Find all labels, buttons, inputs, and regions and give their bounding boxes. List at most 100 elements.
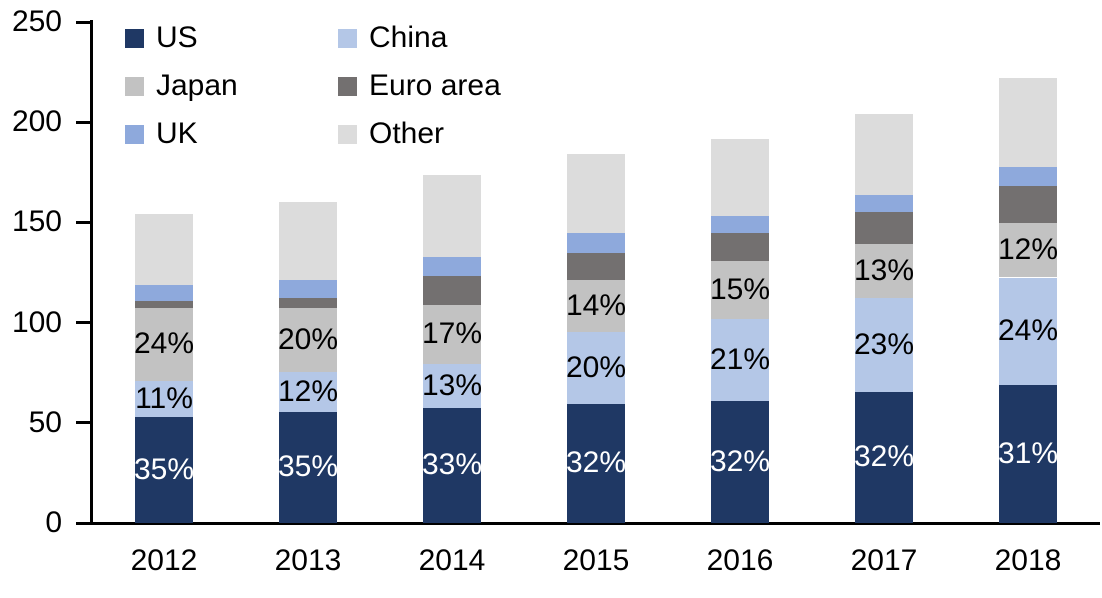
segment-value-label: 35%	[277, 450, 339, 484]
legend-item-china: China	[338, 23, 447, 53]
bar-segment-us-2016: 32%	[709, 400, 771, 523]
bar-segment-japan-2015: 14%	[565, 279, 627, 332]
x-tick-label-2017: 2017	[850, 544, 918, 577]
bar-segment-euro-area-2014	[423, 275, 481, 305]
segment-value-label: 14%	[565, 288, 627, 322]
segment-value-label: 32%	[709, 444, 771, 478]
y-tick-mark	[76, 421, 90, 425]
bar-segment-euro-area-2018	[999, 186, 1057, 224]
x-tick-label-2018: 2018	[994, 544, 1062, 577]
legend-swatch-japan-icon	[125, 76, 144, 96]
y-tick-mark	[76, 120, 90, 124]
y-tick-label: 250	[11, 5, 62, 38]
segment-value-label: 35%	[133, 452, 195, 486]
bar-segment-japan-2017: 13%	[853, 244, 915, 298]
bar-segment-other-2014	[423, 175, 481, 258]
segment-value-label: 32%	[565, 446, 627, 480]
bar-segment-euro-area-2015	[567, 253, 625, 280]
segment-value-label: 13%	[421, 368, 483, 402]
bar-segment-euro-area-2012	[135, 300, 193, 308]
segment-value-label: 15%	[709, 273, 771, 307]
legend-item-uk: UK	[125, 119, 198, 149]
segment-value-label: 11%	[135, 381, 193, 415]
bar-segment-us-2015: 32%	[565, 403, 627, 523]
x-tick-label-2014: 2014	[418, 544, 486, 577]
bar-segment-china-2012: 11%	[135, 380, 193, 417]
bar-segment-uk-2015	[567, 233, 625, 254]
segment-value-label: 21%	[709, 342, 771, 376]
legend-label: Other	[369, 117, 445, 150]
legend-swatch-other-icon	[338, 124, 357, 144]
bar-segment-uk-2012	[135, 284, 193, 301]
bar-segment-uk-2016	[711, 216, 769, 234]
legend-swatch-us-icon	[125, 28, 144, 48]
legend-item-other: Other	[338, 119, 444, 149]
y-tick-label: 50	[28, 405, 62, 439]
bar-segment-us-2014: 33%	[421, 407, 483, 523]
bar-segment-japan-2014: 17%	[421, 304, 483, 364]
x-tick-label-2013: 2013	[274, 544, 342, 577]
y-tick-label: 0	[45, 506, 62, 539]
legend-item-japan: Japan	[125, 71, 238, 101]
y-tick-label: 200	[11, 105, 62, 139]
bar-segment-other-2012	[135, 214, 193, 285]
bar-segment-us-2012: 35%	[133, 416, 195, 523]
segment-value-label: 12%	[997, 233, 1059, 267]
legend-label: China	[369, 21, 448, 54]
x-tick-label-2012: 2012	[130, 544, 198, 577]
bar-segment-us-2018: 31%	[997, 384, 1059, 523]
y-tick-mark	[76, 20, 90, 24]
bar-segment-china-2017: 23%	[853, 297, 915, 392]
y-tick-label: 150	[11, 205, 62, 239]
legend-label: Euro area	[369, 69, 501, 102]
legend-label: Japan	[156, 69, 238, 102]
segment-value-label: 24%	[133, 327, 195, 361]
bar-segment-euro-area-2016	[711, 233, 769, 262]
legend-swatch-euro-area-icon	[338, 76, 357, 96]
bar-segment-other-2017	[855, 114, 913, 196]
bar-segment-other-2013	[279, 202, 337, 280]
bar-segment-china-2015: 20%	[565, 331, 627, 404]
segment-value-label: 33%	[421, 448, 483, 482]
segment-value-label: 17%	[421, 317, 483, 351]
legend-item-euro-area: Euro area	[338, 71, 501, 101]
legend-swatch-china-icon	[338, 28, 357, 48]
bar-segment-china-2013: 12%	[277, 371, 339, 412]
bar-segment-japan-2018: 12%	[997, 223, 1059, 278]
bar-segment-other-2018	[999, 78, 1057, 168]
bar-segment-japan-2016: 15%	[709, 261, 771, 319]
segment-value-label: 13%	[853, 253, 915, 287]
segment-value-label: 20%	[565, 350, 627, 384]
x-axis-line	[76, 522, 1100, 525]
bar-segment-china-2014: 13%	[421, 363, 483, 408]
bar-segment-china-2018: 24%	[997, 277, 1059, 385]
bar-segment-japan-2013: 20%	[278, 307, 338, 372]
bar-segment-uk-2013	[279, 279, 337, 298]
legend-item-us: US	[125, 23, 198, 53]
bar-segment-us-2017: 32%	[853, 391, 915, 523]
legend-label: UK	[156, 117, 198, 150]
bar-segment-other-2015	[567, 154, 625, 234]
segment-value-label: 12%	[277, 374, 339, 408]
legend-label: US	[156, 21, 198, 54]
segment-value-label: 24%	[997, 314, 1059, 348]
bar-segment-uk-2018	[999, 167, 1057, 187]
bar-segment-other-2016	[711, 139, 769, 217]
bar-segment-uk-2017	[855, 195, 913, 213]
y-tick-mark	[76, 220, 90, 224]
segment-value-label: 31%	[997, 436, 1059, 470]
bar-segment-us-2013: 35%	[277, 411, 339, 523]
bar-segment-euro-area-2017	[855, 212, 913, 245]
segment-value-label: 23%	[853, 327, 915, 361]
bar-segment-japan-2012: 24%	[133, 307, 195, 381]
x-tick-label-2016: 2016	[706, 544, 774, 577]
bar-segment-uk-2014	[423, 257, 481, 276]
y-tick-mark	[76, 321, 90, 325]
segment-value-label: 32%	[853, 440, 915, 474]
x-tick-label-2015: 2015	[562, 544, 630, 577]
legend-swatch-uk-icon	[125, 124, 144, 144]
bar-segment-china-2016: 21%	[709, 318, 771, 401]
y-tick-label: 100	[11, 305, 62, 339]
bar-segment-euro-area-2013	[279, 297, 337, 308]
